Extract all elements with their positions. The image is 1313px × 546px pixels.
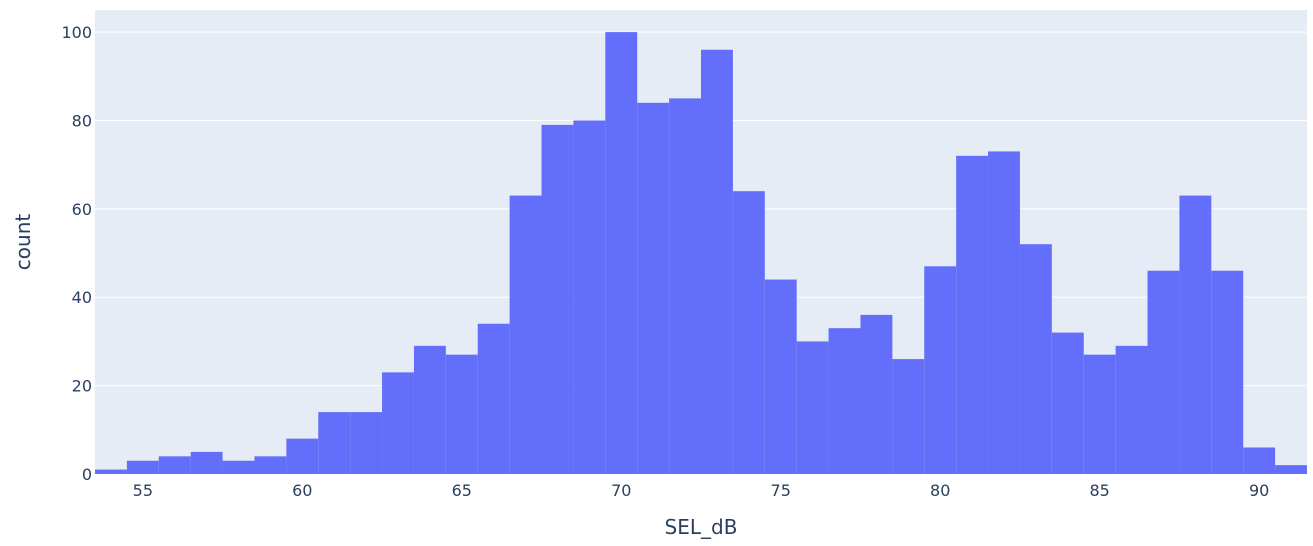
x-tick-label: 55 — [133, 481, 153, 500]
x-tick-label: 80 — [930, 481, 950, 500]
y-tick-label: 80 — [72, 111, 92, 130]
histogram-bar[interactable] — [669, 98, 701, 474]
histogram-bar[interactable] — [956, 155, 989, 475]
histogram-bar[interactable] — [190, 451, 223, 474]
histogram-bar[interactable] — [1243, 447, 1276, 474]
histogram-bar[interactable] — [1211, 270, 1244, 474]
x-axis-title: SEL_dB — [665, 515, 738, 539]
histogram-bar[interactable] — [732, 191, 765, 474]
x-tick-label: 85 — [1090, 481, 1110, 500]
histogram-bar[interactable] — [796, 341, 829, 474]
histogram-bar[interactable] — [126, 460, 159, 474]
histogram-bar[interactable] — [924, 266, 957, 474]
histogram-bar[interactable] — [605, 32, 638, 474]
histogram-bar[interactable] — [477, 323, 510, 474]
x-tick-label: 65 — [452, 481, 472, 500]
y-axis-ticks: 0 20 40 60 80 100 — [61, 23, 92, 484]
histogram-bar[interactable] — [1147, 270, 1180, 474]
y-axis-title: count — [11, 214, 35, 271]
y-tick-label: 0 — [82, 465, 92, 484]
histogram-bar[interactable] — [1115, 345, 1148, 474]
histogram-bar[interactable] — [318, 412, 351, 474]
histogram-bar[interactable] — [701, 49, 733, 475]
histogram-bar[interactable] — [1051, 332, 1084, 474]
histogram-bar[interactable] — [95, 469, 127, 474]
histogram-bar[interactable] — [509, 195, 542, 474]
histogram-bar[interactable] — [892, 359, 925, 474]
x-tick-label: 60 — [292, 481, 312, 500]
histogram-bar[interactable] — [158, 456, 191, 474]
histogram-bar[interactable] — [1275, 465, 1307, 474]
histogram-bar[interactable] — [828, 328, 861, 474]
histogram-bar[interactable] — [350, 412, 383, 474]
histogram-bar[interactable] — [254, 456, 287, 474]
histogram-bar[interactable] — [1019, 244, 1052, 474]
x-tick-label: 90 — [1249, 481, 1269, 500]
y-tick-label: 60 — [72, 200, 92, 219]
x-tick-label: 70 — [611, 481, 631, 500]
histogram-bar[interactable] — [541, 124, 574, 475]
y-tick-label: 20 — [72, 377, 92, 396]
histogram-bar[interactable] — [413, 345, 446, 474]
histogram-bar[interactable] — [445, 354, 478, 474]
histogram-bar[interactable] — [573, 120, 606, 474]
x-axis-ticks: 55 60 65 70 75 80 85 90 — [133, 481, 1270, 500]
histogram-bar[interactable] — [222, 460, 255, 474]
histogram-bar[interactable] — [1179, 195, 1212, 474]
bars — [95, 32, 1307, 475]
histogram-bar[interactable] — [860, 314, 893, 474]
histogram-bar[interactable] — [764, 279, 797, 474]
y-tick-label: 40 — [72, 288, 92, 307]
y-tick-label: 100 — [61, 23, 92, 42]
histogram-bar[interactable] — [286, 438, 319, 474]
histogram-bar[interactable] — [988, 151, 1020, 474]
histogram-bar[interactable] — [1083, 354, 1116, 474]
x-tick-label: 75 — [771, 481, 791, 500]
histogram-bar[interactable] — [637, 102, 670, 475]
histogram-bar[interactable] — [382, 372, 414, 474]
